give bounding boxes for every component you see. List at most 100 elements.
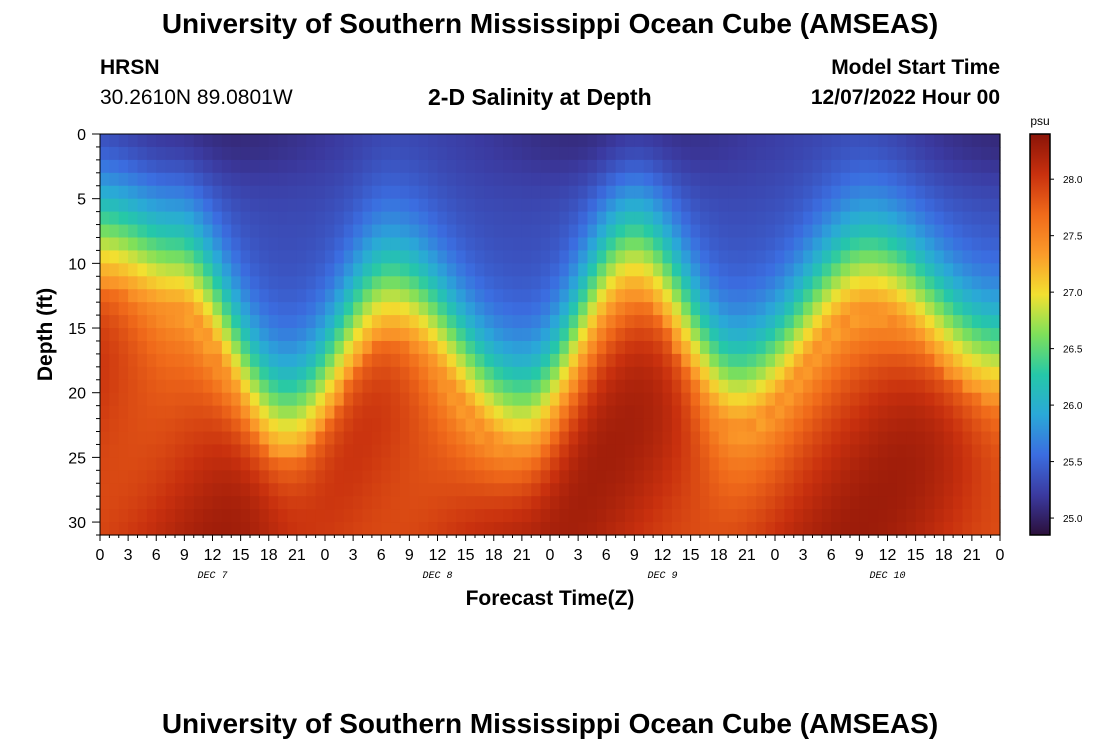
heatmap-cell xyxy=(971,185,982,200)
heatmap-cell xyxy=(681,185,692,200)
heatmap-cell xyxy=(878,328,889,342)
heatmap-cell xyxy=(896,431,907,446)
heatmap-cell xyxy=(137,172,148,187)
heatmap-cell xyxy=(671,418,682,433)
heatmap-cell xyxy=(803,134,814,148)
heatmap-cell xyxy=(428,444,439,458)
heatmap-cell xyxy=(878,392,889,407)
heatmap-cell xyxy=(737,250,748,264)
heatmap-cell xyxy=(859,340,870,355)
heatmap-cell xyxy=(709,211,720,226)
heatmap-cell xyxy=(475,172,485,187)
heatmap-cell xyxy=(840,457,851,471)
heatmap-cell xyxy=(165,185,176,200)
heatmap-cell xyxy=(465,276,476,290)
heatmap-cell xyxy=(146,134,157,148)
heatmap-cell xyxy=(728,146,739,161)
heatmap-cell xyxy=(878,302,889,316)
x-tick-label: 21 xyxy=(288,547,306,564)
heatmap-cell xyxy=(803,237,814,252)
heatmap-cell xyxy=(353,159,364,174)
heatmap-cell xyxy=(193,185,204,200)
heatmap-cell xyxy=(653,340,664,355)
heatmap-cell xyxy=(971,522,982,536)
heatmap-cell xyxy=(550,328,560,342)
colorbar-tick-label: 27.5 xyxy=(1063,232,1083,243)
heatmap-cell xyxy=(953,457,964,471)
heatmap-cell xyxy=(456,496,467,510)
heatmap-cell xyxy=(700,340,710,355)
heatmap-cell xyxy=(109,418,120,433)
heatmap-cell xyxy=(709,379,720,394)
heatmap-cell xyxy=(268,522,279,536)
heatmap-cell xyxy=(540,159,551,174)
heatmap-cell xyxy=(456,250,467,264)
heatmap-cell xyxy=(465,237,476,252)
heatmap-cell xyxy=(887,263,898,277)
heatmap-cell xyxy=(418,392,429,407)
heatmap-cell xyxy=(981,457,992,471)
heatmap-cell xyxy=(418,431,429,446)
heatmap-cell xyxy=(887,250,898,264)
heatmap-cell xyxy=(371,328,382,342)
heatmap-cell xyxy=(775,185,785,200)
heatmap-cell xyxy=(278,237,289,252)
heatmap-cell xyxy=(728,302,739,316)
heatmap-cell xyxy=(100,315,110,329)
heatmap-cell xyxy=(700,224,710,239)
heatmap-cell xyxy=(671,159,682,174)
heatmap-cell xyxy=(137,392,148,407)
heatmap-cell xyxy=(118,146,129,161)
heatmap-cell xyxy=(765,431,776,446)
heatmap-cell xyxy=(587,405,598,420)
heatmap-cell xyxy=(690,134,701,148)
heatmap-cell xyxy=(887,483,898,497)
heatmap-cell xyxy=(662,328,673,342)
heatmap-cell xyxy=(428,483,439,497)
heatmap-cell xyxy=(475,289,485,303)
heatmap-cell xyxy=(690,211,701,226)
heatmap-cell xyxy=(212,353,223,368)
heatmap-cell xyxy=(775,146,785,161)
heatmap-cell xyxy=(221,340,232,355)
heatmap-cell xyxy=(915,159,926,174)
heatmap-cell xyxy=(456,405,467,420)
heatmap-cell xyxy=(175,263,185,277)
heatmap-cell xyxy=(315,237,326,252)
heatmap-cell xyxy=(175,276,185,290)
heatmap-cell xyxy=(756,496,767,510)
heatmap-cell xyxy=(165,379,176,394)
heatmap-cell xyxy=(953,379,964,394)
heatmap-cell xyxy=(250,185,260,200)
heatmap-cell xyxy=(578,146,589,161)
heatmap-cell xyxy=(165,418,176,433)
heatmap-cell xyxy=(109,522,120,536)
heatmap-cell xyxy=(343,496,354,510)
heatmap-cell xyxy=(896,289,907,303)
heatmap-cell xyxy=(156,353,167,368)
heatmap-cell xyxy=(868,172,879,187)
heatmap-cell xyxy=(315,366,326,381)
heatmap-cell xyxy=(690,392,701,407)
heatmap-cell xyxy=(756,509,767,523)
heatmap-cell xyxy=(550,276,560,290)
heatmap-cell xyxy=(943,483,954,497)
heatmap-cell xyxy=(775,328,785,342)
heatmap-cell xyxy=(812,211,823,226)
heatmap-cell xyxy=(700,289,710,303)
heatmap-cell xyxy=(662,185,673,200)
heatmap-cell xyxy=(437,198,448,213)
heatmap-cell xyxy=(728,263,739,277)
heatmap-cell xyxy=(400,457,410,471)
heatmap-cell xyxy=(437,146,448,161)
heatmap-cell xyxy=(184,211,195,226)
heatmap-cell xyxy=(503,263,514,277)
heatmap-cell xyxy=(934,379,945,394)
heatmap-cell xyxy=(878,340,889,355)
heatmap-cell xyxy=(484,405,495,420)
heatmap-cell xyxy=(212,392,223,407)
heatmap-cell xyxy=(184,353,195,368)
heatmap-cell xyxy=(146,185,157,200)
heatmap-cell xyxy=(690,457,701,471)
heatmap-cell xyxy=(662,392,673,407)
